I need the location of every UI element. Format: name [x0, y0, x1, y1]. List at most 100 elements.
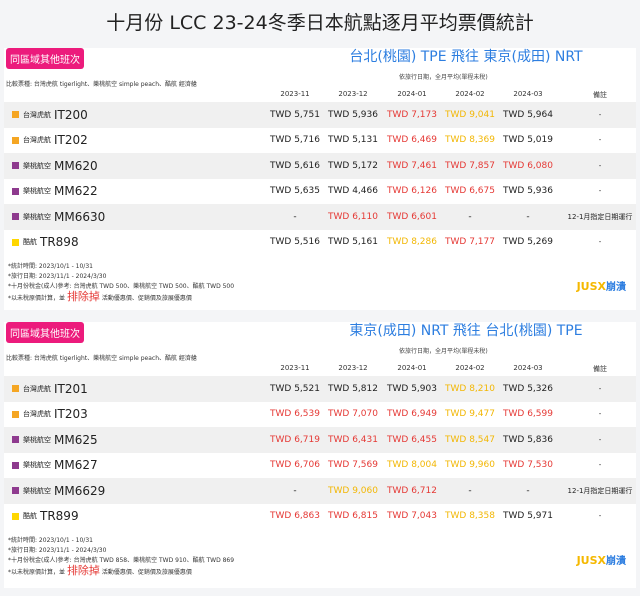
flight-number: TR899	[40, 509, 79, 524]
fare-cell: TWD 6,455	[387, 434, 437, 445]
fare-cell: TWD 5,616	[270, 160, 320, 171]
airline-name: 樂桃航空	[23, 187, 51, 196]
flight-number: MM620	[54, 158, 98, 173]
footnote-text: 活動優惠價、促銷價及旅展優惠價	[101, 569, 192, 576]
fare-cell: TWD 4,466	[328, 186, 378, 197]
airline-name: 樂桃航空	[23, 435, 51, 444]
fare-cell: TWD 5,019	[503, 135, 553, 146]
footnote-emphasis: 排除掉	[66, 290, 100, 303]
airline-color-icon	[12, 385, 19, 393]
remark: -	[598, 110, 602, 119]
fare-cell: TWD 5,131	[328, 135, 378, 146]
table-row: 台灣虎航 IT202 TWD 5,716 TWD 5,131 TWD 6,469 TWD…	[4, 128, 636, 154]
table-row: 台灣虎航 IT203 TWD 6,539 TWD 7,070 TWD 6,949 TWD…	[4, 402, 636, 428]
route-title: 台北(桃園) TPE 飛往 東京(成田) NRT	[349, 49, 583, 65]
table-row: 台灣虎航 IT201 TWD 5,521 TWD 5,812 TWD 5,903 TWD…	[4, 376, 636, 402]
fare-cell: TWD 7,461	[387, 160, 437, 171]
remark: -	[598, 161, 602, 170]
remark: -	[598, 187, 602, 196]
column-header: 2023-12	[338, 364, 368, 372]
fare-cell: TWD 6,601	[387, 211, 437, 222]
fare-cell: TWD 7,043	[387, 511, 437, 522]
fare-cell: TWD 6,863	[270, 511, 320, 522]
column-header: 2023-11	[280, 364, 310, 372]
column-header: 2024-01	[397, 364, 427, 372]
fare-cell: TWD 5,903	[387, 383, 437, 394]
remark: -	[598, 435, 602, 444]
fare-cell: TWD 6,469	[387, 135, 437, 146]
remark: -	[598, 512, 602, 521]
table-row: 樂桃航空 MM625 TWD 6,719 TWD 6,431 TWD 6,455 TWD…	[4, 427, 636, 453]
flight-number: MM6629	[54, 483, 106, 498]
footnote-emphasis: 排除掉	[66, 564, 100, 577]
airline-name: 台灣虎航	[23, 410, 51, 419]
fare-cell: -	[293, 211, 297, 222]
other-flights-badge[interactable]: 同區域其他班次	[6, 322, 84, 343]
airline-color-icon	[12, 487, 19, 495]
fare-cell: TWD 6,712	[387, 485, 437, 496]
fare-cell: TWD 8,369	[445, 135, 495, 146]
footnote: *十月份稅金(成人)參考: 台灣虎航 TWD 500、樂桃航空 TWD 500、…	[8, 283, 235, 290]
column-header: 備註	[593, 91, 607, 99]
fare-cell: TWD 6,539	[270, 409, 320, 420]
fare-cell: TWD 8,358	[445, 511, 495, 522]
jusx-logo: JUSX崩潰	[576, 554, 626, 567]
flight-number: MM6630	[54, 209, 106, 224]
fare-cell: TWD 5,964	[503, 109, 553, 120]
section-tpe-nrt: 同區域其他班次 台北(桃園) TPE 飛往 東京(成田) NRT 依旅行日期，全…	[4, 48, 636, 310]
footnotes: *統計時間: 2023/10/1 - 10/31 *旅行日期: 2023/11/1…	[4, 262, 636, 312]
fare-cell: TWD 6,431	[328, 434, 378, 445]
footnote: *統計時間: 2023/10/1 - 10/31	[8, 263, 93, 270]
fare-cell: -	[468, 485, 472, 496]
table-row: 台灣虎航 IT200 TWD 5,751 TWD 5,936 TWD 7,173 TWD…	[4, 102, 636, 128]
airline-color-icon	[12, 136, 19, 144]
flight-number: MM627	[54, 458, 98, 473]
footnote: *統計時間: 2023/10/1 - 10/31	[8, 537, 93, 544]
table-row: 樂桃航空 MM622 TWD 5,635 TWD 4,466 TWD 6,126 TWD…	[4, 179, 636, 205]
footnote-text: 活動優惠價、促銷價及旅展優惠價	[101, 295, 192, 302]
column-header: 2024-02	[455, 364, 485, 372]
airline-name: 樂桃航空	[23, 161, 51, 170]
section-nrt-tpe: 同區域其他班次 東京(成田) NRT 飛往 台北(桃園) TPE 依旅行日期，全…	[4, 322, 636, 588]
footnotes: *統計時間: 2023/10/1 - 10/31 *旅行日期: 2023/11/1…	[4, 536, 636, 586]
fare-cell: TWD 5,161	[328, 237, 378, 248]
fare-cell: TWD 8,286	[387, 237, 437, 248]
fare-cell: TWD 5,936	[328, 109, 378, 120]
fare-cell: TWD 5,836	[503, 434, 553, 445]
fare-cell: TWD 7,530	[503, 460, 553, 471]
fare-cell: TWD 5,521	[270, 383, 320, 394]
airline-color-icon	[12, 238, 19, 246]
remark: -	[598, 410, 602, 419]
airline-name: 台灣虎航	[23, 136, 51, 145]
airline-color-icon	[12, 461, 19, 469]
table-row: 樂桃航空 MM627 TWD 6,706 TWD 7,569 TWD 8,004 TWD…	[4, 453, 636, 479]
airline-name: 樂桃航空	[23, 486, 51, 495]
airline-name: 樂桃航空	[23, 461, 51, 470]
column-header: 2024-02	[455, 90, 485, 98]
column-header: 2023-12	[338, 90, 368, 98]
table-row: 樂桃航空 MM6630 - TWD 6,110 TWD 6,601 - - 12-1月指定日…	[4, 204, 636, 230]
fare-cell: TWD 9,060	[328, 485, 378, 496]
fare-cell: TWD 7,173	[387, 109, 437, 120]
table-row: 樂桃航空 MM6629 - TWD 9,060 TWD 6,712 - - 12-1月指定日…	[4, 478, 636, 504]
fare-cell: TWD 6,706	[270, 460, 320, 471]
remark: -	[598, 136, 602, 145]
fare-cell: TWD 8,547	[445, 434, 495, 445]
fare-cell: TWD 5,269	[503, 237, 553, 248]
page-title: 十月份 LCC 23-24冬季日本航點逐月平均票價統計	[106, 12, 534, 34]
table-row: 酷航 TR898 TWD 5,516 TWD 5,161 TWD 8,286 TWD 7…	[4, 230, 636, 256]
remark: -	[598, 461, 602, 470]
column-header: 2023-11	[280, 90, 310, 98]
remark: 12-1月指定日期運行	[567, 486, 633, 495]
average-note: 依旅行日期，全月平均(單程未稅)	[399, 74, 488, 81]
remark: -	[598, 238, 602, 247]
fare-cell: -	[468, 211, 472, 222]
airline-color-icon	[12, 187, 19, 195]
other-flights-badge[interactable]: 同區域其他班次	[6, 48, 84, 69]
fare-cell: TWD 7,569	[328, 460, 378, 471]
footnote-text: *以未稅原價計算，並	[8, 569, 66, 576]
flight-number: TR898	[40, 235, 79, 250]
airline-name: 台灣虎航	[23, 384, 51, 393]
fare-cell: TWD 9,041	[445, 109, 495, 120]
flight-number: MM622	[54, 184, 98, 199]
